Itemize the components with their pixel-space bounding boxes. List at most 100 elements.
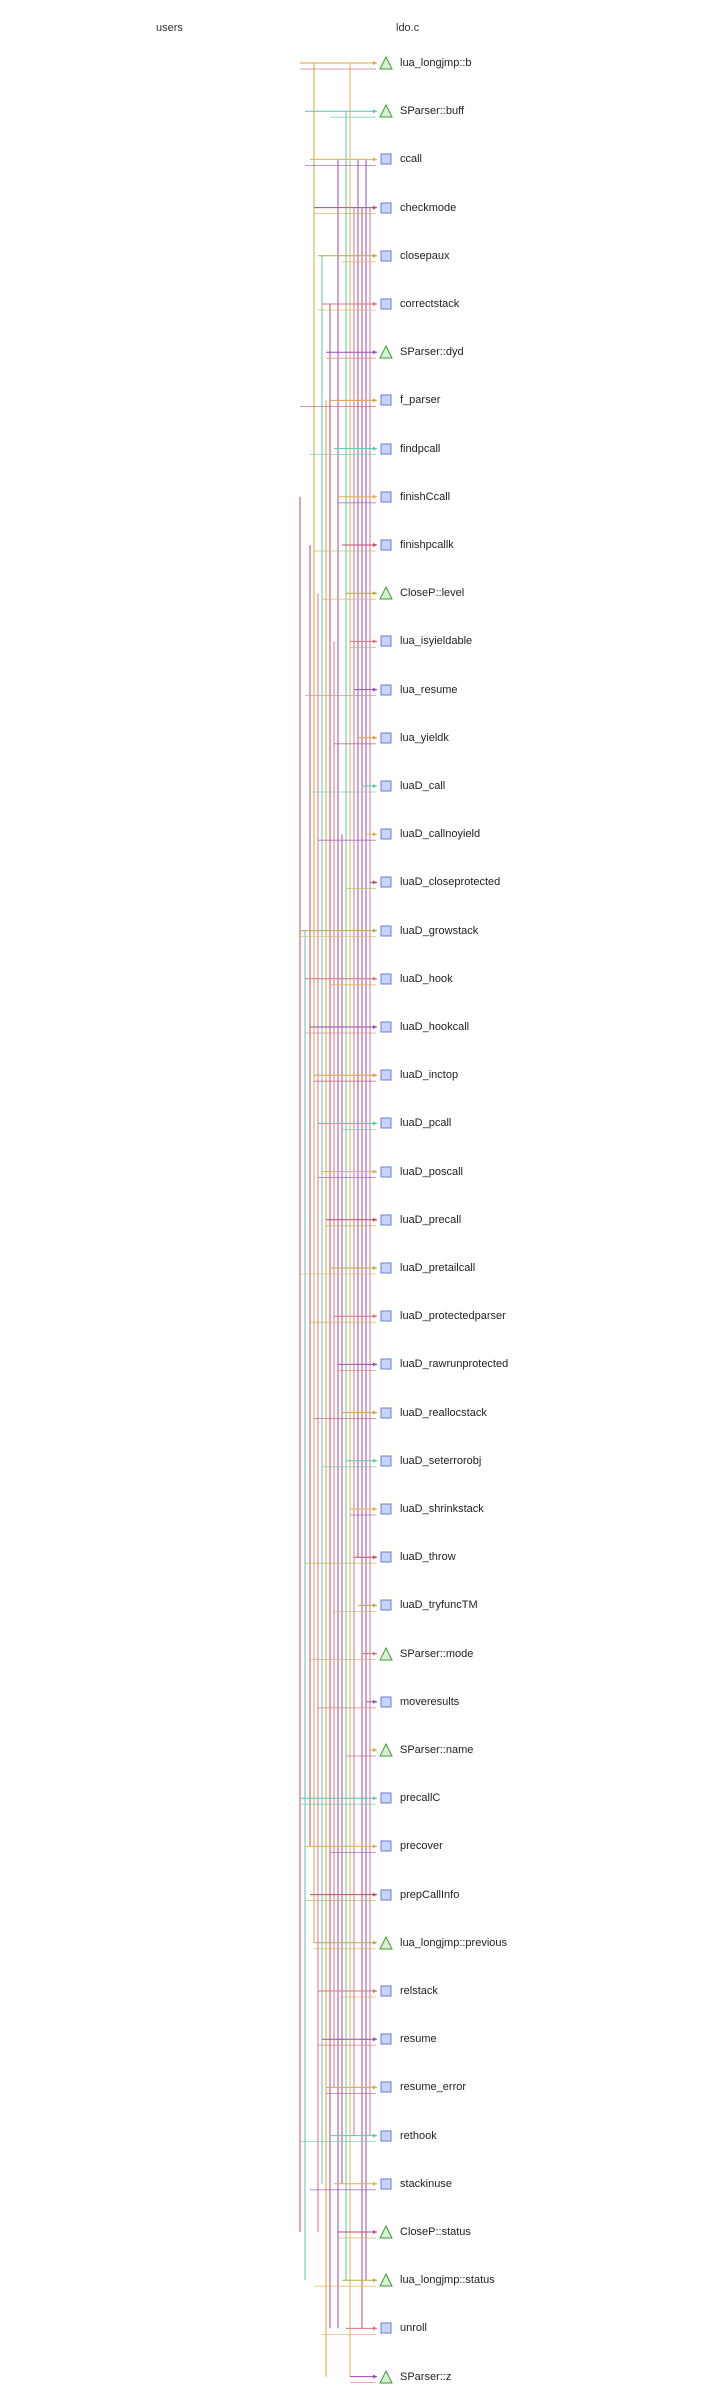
square-icon bbox=[378, 874, 394, 890]
edge-arrowhead bbox=[373, 1507, 377, 1511]
symbol-label: SParser::dyd bbox=[400, 346, 464, 359]
symbol-luad-reallocstack[interactable]: luaD_reallocstack bbox=[378, 1405, 487, 1421]
square-icon bbox=[378, 537, 394, 553]
edge-arrowhead bbox=[373, 2278, 377, 2283]
triangle-icon bbox=[378, 2272, 394, 2288]
symbol-label: finishCcall bbox=[400, 490, 451, 503]
square-icon bbox=[378, 296, 394, 312]
edge-arrowhead bbox=[373, 61, 377, 65]
symbol-label: findpcall bbox=[400, 442, 441, 455]
edge-arrowhead bbox=[373, 1458, 377, 1463]
symbol-sparser-mode[interactable]: SParser::mode bbox=[378, 1646, 473, 1662]
symbol-label: lua_yieldk bbox=[400, 731, 449, 744]
symbol-luad-inctop[interactable]: luaD_inctop bbox=[378, 1067, 458, 1083]
symbol-ccall[interactable]: ccall bbox=[378, 151, 422, 167]
symbol-luad-closeprotected[interactable]: luaD_closeprotected bbox=[378, 874, 500, 890]
symbol-label: luaD_hook bbox=[400, 972, 453, 985]
symbol-closepaux[interactable]: closepaux bbox=[378, 248, 450, 264]
square-icon bbox=[378, 1260, 394, 1276]
symbol-label: SParser::name bbox=[400, 1744, 474, 1756]
edge-arrowhead bbox=[373, 2374, 377, 2379]
symbol-lua-resume[interactable]: lua_resume bbox=[378, 682, 457, 698]
edge-arrowhead bbox=[373, 832, 377, 837]
symbol-finishpcallk[interactable]: finishpcallk bbox=[378, 537, 454, 553]
edge-arrowhead bbox=[373, 1748, 377, 1752]
edge-arrowhead bbox=[373, 1989, 377, 1993]
symbol-label: luaD_poscall bbox=[400, 1165, 463, 1178]
symbol-label: unroll bbox=[400, 2322, 427, 2335]
symbol-label: luaD_precall bbox=[400, 1213, 462, 1226]
symbol-stackinuse[interactable]: stackinuse bbox=[378, 2176, 452, 2192]
symbol-prepcallinfo[interactable]: prepCallInfo bbox=[378, 1887, 459, 1903]
symbol-moveresults[interactable]: moveresults bbox=[378, 1694, 459, 1710]
symbol-lua-longjmp-previous[interactable]: lua_longjmp::previous bbox=[378, 1935, 507, 1951]
symbol-label: luaD_shrinkstack bbox=[400, 1503, 484, 1515]
symbol-lua-longjmp-status[interactable]: lua_longjmp::status bbox=[378, 2272, 495, 2288]
symbol-luad-call[interactable]: luaD_call bbox=[378, 778, 445, 794]
square-icon bbox=[378, 1356, 394, 1372]
symbol-luad-growstack[interactable]: luaD_growstack bbox=[378, 923, 478, 939]
symbol-lua-yieldk[interactable]: lua_yieldk bbox=[378, 730, 449, 746]
edge-arrowhead bbox=[373, 1940, 377, 1945]
symbol-resume[interactable]: resume bbox=[378, 2031, 437, 2047]
symbol-label: closepaux bbox=[400, 249, 450, 262]
edge-arrowhead bbox=[373, 1699, 377, 1704]
symbol-luad-seterrorobj[interactable]: luaD_seterrorobj bbox=[378, 1453, 481, 1469]
edge-arrowhead bbox=[373, 398, 377, 403]
symbol-correctstack[interactable]: correctstack bbox=[378, 296, 459, 312]
square-icon bbox=[378, 633, 394, 649]
symbol-findpcall[interactable]: findpcall bbox=[378, 441, 440, 457]
symbol-luad-protectedparser[interactable]: luaD_protectedparser bbox=[378, 1308, 506, 1324]
symbol-finishccall[interactable]: finishCcall bbox=[378, 489, 450, 505]
edge-arrowhead bbox=[373, 253, 377, 258]
square-icon bbox=[378, 2320, 394, 2336]
symbol-precover[interactable]: precover bbox=[378, 1838, 443, 1854]
symbol-unroll[interactable]: unroll bbox=[378, 2320, 427, 2336]
symbol-luad-callnoyield[interactable]: luaD_callnoyield bbox=[378, 826, 480, 842]
triangle-icon bbox=[378, 103, 394, 119]
edge-arrowhead bbox=[373, 109, 377, 114]
symbol-relstack[interactable]: relstack bbox=[378, 1983, 438, 1999]
symbol-checkmode[interactable]: checkmode bbox=[378, 200, 456, 216]
symbol-luad-pcall[interactable]: luaD_pcall bbox=[378, 1115, 451, 1131]
symbol-luad-throw[interactable]: luaD_throw bbox=[378, 1549, 456, 1565]
symbol-label: f_parser bbox=[400, 394, 441, 407]
square-icon bbox=[378, 1164, 394, 1180]
symbol-luad-hookcall[interactable]: luaD_hookcall bbox=[378, 1019, 469, 1035]
square-icon bbox=[378, 778, 394, 794]
symbol-label: lua_longjmp::status bbox=[400, 2274, 495, 2287]
square-icon bbox=[378, 682, 394, 698]
symbol-sparser-buff[interactable]: SParser::buff bbox=[378, 103, 464, 119]
square-icon bbox=[378, 1019, 394, 1035]
symbol-luad-hook[interactable]: luaD_hook bbox=[378, 971, 453, 987]
symbol-precallc[interactable]: precallC bbox=[378, 1790, 440, 1806]
symbol-resume-error[interactable]: resume_error bbox=[378, 2079, 466, 2095]
symbol-closep-level[interactable]: CloseP::level bbox=[378, 585, 464, 601]
symbol-label: luaD_throw bbox=[400, 1551, 456, 1564]
symbol-closep-status[interactable]: CloseP::status bbox=[378, 2224, 471, 2240]
symbol-lua-isyieldable[interactable]: lua_isyieldable bbox=[378, 633, 472, 649]
symbol-label: lua_isyieldable bbox=[400, 635, 473, 648]
square-icon bbox=[378, 1115, 394, 1131]
symbol-label: luaD_closeprotected bbox=[400, 876, 501, 889]
edge-arrowhead bbox=[373, 1073, 377, 1078]
symbol-label: prepCallInfo bbox=[400, 1888, 460, 1901]
edge-arrowhead bbox=[373, 1217, 377, 1222]
symbol-luad-pretailcall[interactable]: luaD_pretailcall bbox=[378, 1260, 475, 1276]
symbol-sparser-name[interactable]: SParser::name bbox=[378, 1742, 473, 1758]
symbol-f-parser[interactable]: f_parser bbox=[378, 392, 440, 408]
symbol-label: lua_longjmp::b bbox=[400, 57, 472, 69]
symbol-sparser-z[interactable]: SParser::z bbox=[378, 2369, 451, 2385]
symbol-lua-longjmp-b[interactable]: lua_longjmp::b bbox=[378, 55, 472, 71]
symbol-luad-poscall[interactable]: luaD_poscall bbox=[378, 1164, 463, 1180]
symbol-luad-tryfunctm[interactable]: luaD_tryfuncTM bbox=[378, 1597, 478, 1613]
symbol-luad-shrinkstack[interactable]: luaD_shrinkstack bbox=[378, 1501, 484, 1517]
square-icon bbox=[378, 1067, 394, 1083]
symbol-luad-rawrunprotected[interactable]: luaD_rawrunprotected bbox=[378, 1356, 508, 1372]
symbol-luad-precall[interactable]: luaD_precall bbox=[378, 1212, 461, 1228]
symbol-label: checkmode bbox=[400, 201, 457, 214]
symbol-label: resume bbox=[400, 2033, 437, 2046]
symbol-sparser-dyd[interactable]: SParser::dyd bbox=[378, 344, 464, 360]
symbol-rethook[interactable]: rethook bbox=[378, 2128, 437, 2144]
symbol-label: rethook bbox=[400, 2129, 437, 2142]
